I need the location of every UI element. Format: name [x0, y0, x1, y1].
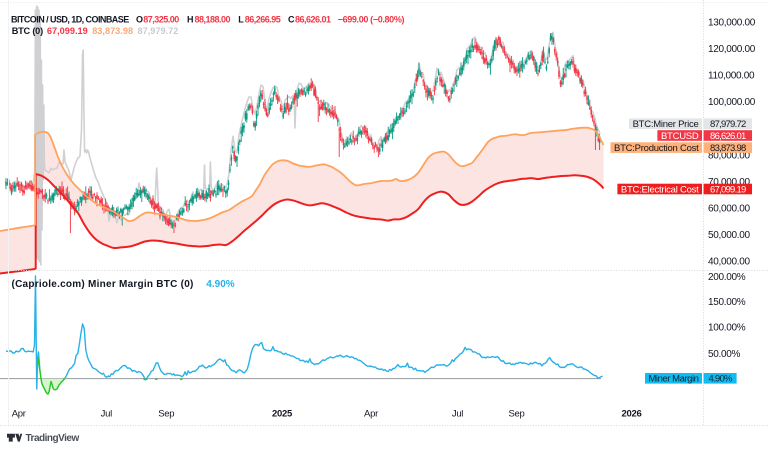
svg-text:67,099.19: 67,099.19	[710, 184, 746, 195]
svg-text:50,000.00: 50,000.00	[708, 230, 751, 241]
svg-text:150.00%: 150.00%	[708, 297, 746, 308]
svg-text:BITCOIN / USD, 1D, COINBASE: BITCOIN / USD, 1D, COINBASE	[11, 14, 129, 24]
svg-text:L: L	[238, 14, 244, 24]
svg-text:110,000.00: 110,000.00	[708, 71, 755, 82]
svg-text:(Capriole.com) Miner Margin BT: (Capriole.com) Miner Margin BTC (0)	[12, 279, 194, 290]
svg-text:60,000.00: 60,000.00	[708, 204, 751, 215]
svg-text:200.00%: 200.00%	[708, 272, 746, 283]
svg-text:88,188.00: 88,188.00	[195, 14, 231, 24]
svg-text:120,000.00: 120,000.00	[708, 44, 756, 55]
svg-text:67,099.19: 67,099.19	[47, 26, 88, 36]
svg-text:BTC:Miner Price: BTC:Miner Price	[633, 119, 699, 130]
svg-text:Jul: Jul	[101, 409, 112, 420]
svg-text:O: O	[136, 14, 143, 24]
svg-text:100,000.00: 100,000.00	[708, 97, 756, 108]
svg-text:86,626.01: 86,626.01	[295, 14, 331, 24]
svg-text:80,000.00: 80,000.00	[708, 150, 751, 161]
svg-text:−699.00 (−0.80%): −699.00 (−0.80%)	[338, 14, 405, 24]
svg-text:Apr: Apr	[12, 409, 26, 420]
svg-text:100.00%: 100.00%	[708, 323, 746, 334]
svg-text:Sep: Sep	[158, 409, 174, 420]
svg-text:C: C	[288, 14, 295, 24]
svg-text:BTC (0): BTC (0)	[12, 26, 43, 36]
svg-text:87,979.72: 87,979.72	[710, 119, 746, 130]
svg-text:4.90%: 4.90%	[206, 279, 234, 290]
svg-text:130,000.00: 130,000.00	[708, 17, 756, 28]
svg-text:H: H	[187, 14, 194, 24]
svg-text:BTCUSD: BTCUSD	[661, 131, 699, 142]
svg-text:83,873.98: 83,873.98	[710, 143, 746, 154]
svg-text:70,000.00: 70,000.00	[708, 177, 751, 188]
svg-text:87,325.00: 87,325.00	[143, 14, 179, 24]
svg-text:4.90%: 4.90%	[709, 374, 733, 385]
svg-text:86,266.95: 86,266.95	[245, 14, 281, 24]
svg-text:86,626.01: 86,626.01	[710, 131, 746, 142]
svg-text:TradingView: TradingView	[26, 433, 80, 444]
svg-text:BTC:Electrical Cost: BTC:Electrical Cost	[621, 184, 699, 195]
svg-text:83,873.98: 83,873.98	[92, 26, 133, 36]
svg-text:87,979.72: 87,979.72	[138, 26, 179, 36]
svg-text:Sep: Sep	[508, 409, 524, 420]
svg-text:BTC:Production Cost: BTC:Production Cost	[614, 143, 699, 154]
svg-text:40,000.00: 40,000.00	[708, 257, 751, 268]
svg-text:2026: 2026	[622, 409, 642, 420]
svg-text:Jul: Jul	[452, 409, 463, 420]
svg-text:2025: 2025	[272, 409, 293, 420]
svg-text:Miner Margin: Miner Margin	[648, 374, 698, 385]
svg-text:50.00%: 50.00%	[708, 349, 741, 360]
svg-text:Apr: Apr	[364, 409, 378, 420]
